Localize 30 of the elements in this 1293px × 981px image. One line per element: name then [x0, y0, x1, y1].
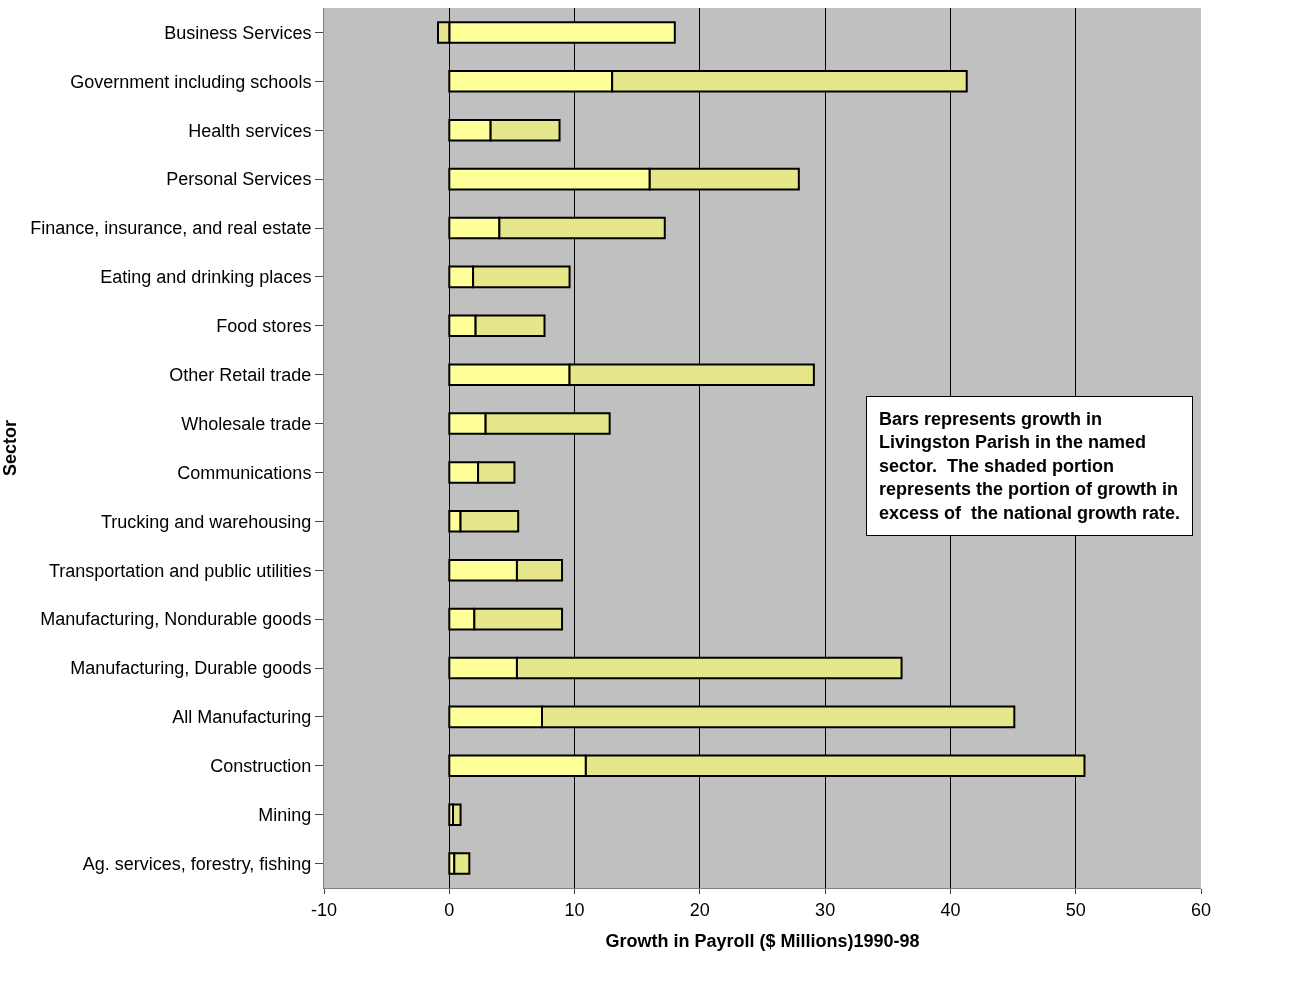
y-tick-label: Construction [210, 756, 312, 777]
x-tick-label: 40 [940, 899, 961, 920]
y-tick-label: Mining [258, 804, 312, 825]
x-tick-label: 60 [1190, 899, 1212, 920]
x-tick-label: 50 [1065, 899, 1086, 920]
y-tick-label: All Manufacturing [172, 707, 312, 728]
y-tick-label: Eating and drinking places [100, 267, 312, 288]
bar [452, 803, 462, 826]
x-tick-label: 10 [564, 899, 585, 920]
y-tick-label: Food stores [216, 316, 312, 337]
y-tick-label: Ag. services, forestry, fishing [82, 853, 312, 874]
y-tick-label: Health services [188, 120, 312, 141]
x-axis-title: Growth in Payroll ($ Millions)1990-98 [605, 930, 920, 951]
y-tick-label: Transportation and public utilities [48, 560, 312, 581]
y-tick-label: Government including schools [70, 71, 312, 92]
y-tick-label: Manufacturing, Nondurable goods [40, 609, 312, 630]
y-tick-label: Finance, insurance, and real estate [30, 218, 312, 239]
y-tick-label: Communications [177, 462, 312, 483]
y-tick-label: Other Retail trade [169, 364, 312, 385]
x-tick-label: 0 [444, 899, 455, 920]
y-tick-label: Business Services [164, 22, 312, 43]
x-tick-label: -10 [310, 899, 338, 920]
y-tick-label: Manufacturing, Durable goods [70, 658, 312, 679]
y-tick-label: Trucking and warehousing [100, 511, 312, 532]
y-axis-title: Sector [0, 419, 20, 477]
x-tick-label: 20 [689, 899, 710, 920]
x-tick-label: 30 [815, 899, 836, 920]
y-tick-label: Personal Services [166, 169, 312, 190]
y-tick-label: Wholesale trade [181, 413, 312, 434]
annotation: Bars represents growth in Livingston Parish in the named sector. The shaded portion represents the portion of growth in excess of the national growth rate. [879, 409, 1181, 523]
